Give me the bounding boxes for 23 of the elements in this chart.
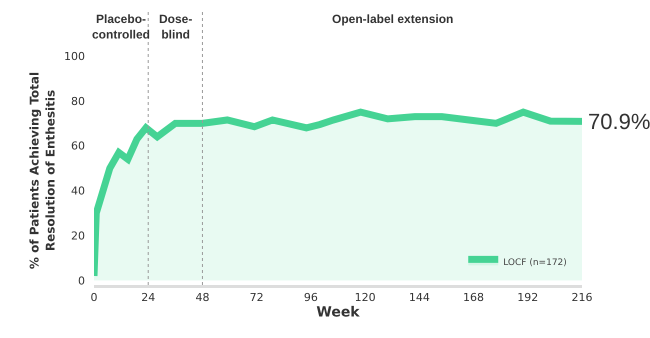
y-tick-label: 100 [64,50,85,63]
x-tick-label: 144 [408,291,430,304]
y-tick-label: 40 [71,184,85,198]
y-tick-label: 80 [71,94,85,108]
y-tick-label: 60 [71,140,85,153]
x-tick-label: 0 [90,291,98,304]
x-tick-label: 96 [304,291,318,304]
x-tick-label: 24 [141,291,156,304]
x-axis-title: Week [316,304,360,320]
x-tick-label: 120 [354,291,376,304]
text: Dose- blind [159,12,192,42]
x-tick-label: 168 [463,291,484,304]
text: Placebo- controlled [92,12,150,42]
text: Open-label extension [332,12,454,26]
y-axis-title: % of Patients Achieving Total Resolution of Enthesitis [28,72,58,270]
x-tick-label: 192 [517,291,538,304]
x-tick-label: 48 [195,291,210,304]
x-tick-label: 72 [250,291,264,304]
legend-label: LOCF (n=172) [503,258,567,268]
y-tick-label: 0 [78,274,85,288]
y-tick-label: 20 [71,229,85,242]
annotation: 70.9% [588,109,650,134]
x-tick-label: 216 [572,291,592,304]
